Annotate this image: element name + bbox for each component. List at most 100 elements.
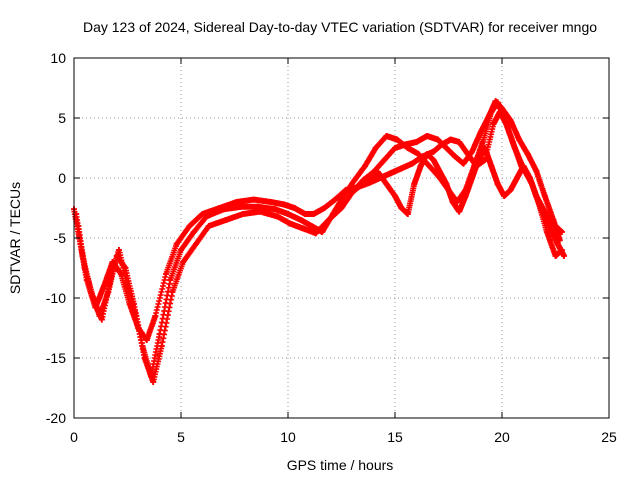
data-point: [141, 355, 148, 361]
data-point: [205, 223, 212, 229]
data-point: [424, 133, 431, 139]
data-series: [71, 98, 568, 385]
data-point: [539, 205, 546, 211]
data-point: [98, 316, 105, 323]
data-point: [107, 277, 114, 283]
data-point: [456, 208, 463, 215]
data-point: [158, 343, 165, 349]
x-tick-label: 25: [601, 429, 617, 445]
data-point: [409, 160, 416, 167]
series-marker-path: [71, 109, 567, 343]
data-point: [411, 181, 418, 187]
data-point: [308, 223, 315, 229]
data-point: [302, 211, 309, 217]
data-point: [203, 213, 210, 220]
data-point: [357, 182, 364, 189]
data-point: [404, 211, 411, 217]
data-point: [507, 187, 514, 193]
data-point: [398, 205, 405, 211]
data-point: [533, 167, 540, 174]
data-point: [558, 247, 565, 253]
y-tick-label: -20: [46, 410, 66, 426]
data-point: [533, 193, 540, 199]
data-point: [475, 157, 482, 163]
data-point: [90, 295, 97, 301]
data-point: [163, 271, 170, 277]
y-tick-label: 10: [50, 50, 66, 66]
data-point: [526, 175, 533, 181]
data-point: [325, 217, 332, 223]
data-point: [255, 203, 262, 210]
data-point: [449, 199, 456, 205]
data-point: [272, 206, 279, 213]
data-point: [150, 379, 157, 385]
data-point: [287, 220, 294, 227]
data-point: [554, 241, 561, 247]
data-point: [509, 139, 516, 145]
data-point: [558, 229, 565, 235]
data-point: [447, 136, 454, 143]
y-tick-label: 0: [58, 170, 66, 186]
data-point: [481, 145, 488, 151]
data-point: [490, 121, 497, 127]
data-point: [413, 139, 420, 145]
data-point: [443, 181, 450, 187]
data-point: [469, 148, 476, 155]
data-point: [180, 259, 187, 265]
data-point: [173, 241, 180, 247]
data-point: [524, 151, 531, 157]
data-point: [75, 223, 82, 229]
data-point: [186, 223, 193, 229]
data-point: [280, 201, 287, 208]
data-point: [479, 139, 486, 145]
series-track-1: [71, 109, 568, 343]
data-point: [383, 181, 390, 187]
data-point: [552, 253, 559, 259]
x-tick-label: 0: [70, 429, 78, 445]
data-point: [556, 237, 563, 244]
data-point: [402, 141, 409, 148]
data-point: [349, 189, 356, 196]
data-point: [494, 181, 501, 187]
data-point: [561, 253, 568, 259]
data-point: [552, 223, 559, 229]
data-point: [152, 313, 159, 319]
data-point: [285, 211, 291, 217]
data-point: [488, 163, 495, 169]
axis-ticks: 0 5 10 15 20 25 -20 -15 -10 -5 0 5 10: [46, 50, 617, 445]
data-point: [192, 241, 199, 247]
data-point: [178, 247, 184, 253]
data-point: [392, 145, 398, 151]
data-point: [351, 177, 358, 184]
data-point: [169, 289, 176, 295]
data-point: [199, 211, 206, 217]
y-axis-label: SDTVAR / TECUs: [7, 182, 23, 294]
data-point: [430, 157, 437, 163]
data-point: [507, 117, 514, 124]
data-point: [237, 203, 244, 210]
x-tick-label: 15: [387, 429, 403, 445]
data-point: [469, 175, 476, 181]
data-point: [190, 229, 197, 235]
data-point: [430, 148, 437, 155]
data-point: [424, 151, 431, 157]
data-point: [118, 271, 125, 277]
data-point: [456, 139, 463, 145]
data-point: [443, 145, 450, 151]
data-point: [460, 160, 467, 167]
data-point: [332, 196, 339, 203]
data-point: [222, 217, 229, 223]
data-point: [115, 247, 122, 253]
data-point: [546, 217, 553, 223]
x-axis-label: GPS time / hours: [287, 457, 394, 473]
data-point: [338, 205, 345, 211]
y-tick-label: -10: [46, 290, 66, 306]
data-point: [267, 199, 274, 205]
data-point: [167, 277, 174, 283]
data-point: [274, 213, 281, 220]
data-point: [240, 211, 247, 217]
data-point: [310, 211, 317, 217]
data-point: [541, 193, 548, 199]
data-point: [387, 170, 394, 177]
